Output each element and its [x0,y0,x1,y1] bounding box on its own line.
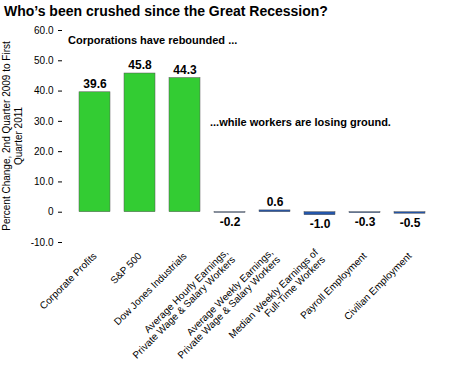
svg-text:-0.2: -0.2 [220,215,241,229]
svg-text:44.3: 44.3 [173,63,197,77]
svg-text:-10.0: -10.0 [31,237,54,248]
svg-text:Civilian Employment: Civilian Employment [342,250,414,322]
svg-text:-0.5: -0.5 [400,216,421,230]
svg-text:60.0: 60.0 [34,25,54,36]
svg-text:45.8: 45.8 [128,58,152,72]
svg-text:Median Weekly Earnings ofFull-: Median Weekly Earnings ofFull-Time Worke… [226,247,327,348]
svg-text:10.0: 10.0 [34,176,54,187]
svg-text:-1.0: -1.0 [310,217,331,231]
svg-text:50.0: 50.0 [34,55,54,66]
svg-text:-0.3: -0.3 [355,215,376,229]
svg-text:30.0: 30.0 [34,116,54,127]
svg-text:0: 0 [48,206,54,217]
svg-text:0.6: 0.6 [267,195,284,209]
svg-text:39.6: 39.6 [83,77,107,91]
svg-text:40.0: 40.0 [34,85,54,96]
svg-text:Corporate Profits: Corporate Profits [37,250,98,311]
svg-text:20.0: 20.0 [34,146,54,157]
svg-text:S&P 500: S&P 500 [108,250,144,286]
